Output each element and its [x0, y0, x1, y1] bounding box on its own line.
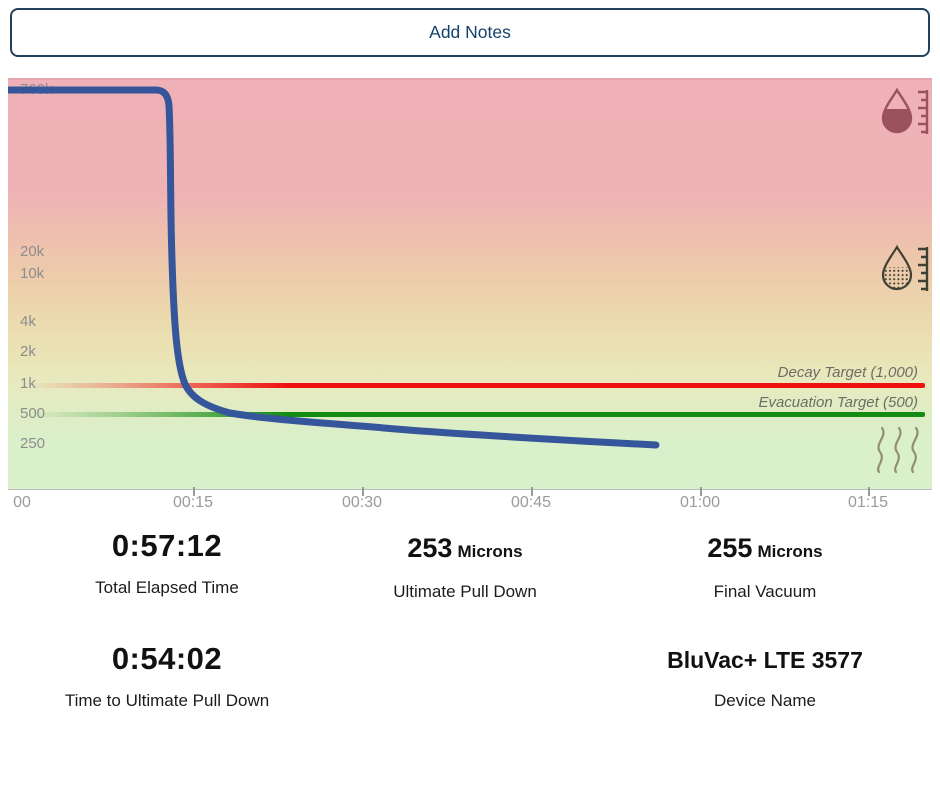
add-notes-button[interactable]: Add Notes — [10, 8, 930, 57]
x-axis-label: 00:30 — [341, 494, 383, 511]
stat-value: 255 — [707, 533, 753, 563]
x-axis-tick — [700, 487, 702, 496]
y-axis-label: 10k — [20, 265, 45, 282]
x-axis-tick — [362, 487, 364, 496]
vacuum-chart: 760k 20k 10k 4k 2k 1k 500 250 Decay Targ… — [8, 78, 932, 496]
y-axis-label: 2k — [20, 343, 36, 360]
stat-time-to-ultimate-pull-down: 0:54:02 Time to Ultimate Pull Down — [37, 641, 297, 711]
evacuation-target-line — [28, 412, 925, 417]
x-axis-label: 00 — [13, 494, 31, 511]
stat-value: BluVac+ LTE 3577 — [667, 647, 863, 673]
stat-final-vacuum: 255 Microns Final Vacuum — [635, 528, 895, 602]
stat-label: Device Name — [713, 691, 817, 710]
y-axis-label: 250 — [20, 435, 46, 452]
x-axis-tick — [193, 487, 195, 496]
stat-total-elapsed-time: 0:57:12 Total Elapsed Time — [37, 528, 297, 598]
stat-unit: Microns — [757, 542, 823, 561]
x-axis-label: 00:15 — [172, 494, 214, 511]
stat-unit: Microns — [457, 542, 523, 561]
stat-label: Total Elapsed Time — [95, 578, 239, 597]
x-axis-tick — [868, 487, 870, 496]
evacuation-target-label: Evacuation Target (500) — [758, 394, 918, 411]
stat-label: Time to Ultimate Pull Down — [64, 691, 270, 710]
stat-label: Ultimate Pull Down — [393, 582, 537, 601]
decay-target-label: Decay Target (1,000) — [777, 364, 918, 381]
vapor-waves-icon — [877, 426, 919, 474]
x-axis-label: 01:15 — [847, 494, 889, 511]
stat-label: Final Vacuum — [713, 582, 817, 601]
y-axis-label: 4k — [20, 313, 36, 330]
stat-value: 253 — [407, 533, 453, 563]
stat-ultimate-pull-down: 253 Microns Ultimate Pull Down — [335, 528, 595, 602]
stat-device-name: BluVac+ LTE 3577 Device Name — [635, 641, 895, 711]
stat-value: 0:54:02 — [111, 641, 223, 676]
x-axis-label: 01:00 — [679, 494, 721, 511]
stat-value: 0:57:12 — [111, 528, 223, 563]
vacuum-curve — [8, 86, 660, 449]
droplet-scale-filled-icon — [881, 87, 929, 134]
droplet-scale-dotted-icon — [881, 244, 929, 291]
x-axis-tick — [531, 487, 533, 496]
x-axis-label: 00:45 — [510, 494, 552, 511]
decay-target-line — [28, 383, 925, 388]
y-axis-label: 20k — [20, 243, 45, 260]
